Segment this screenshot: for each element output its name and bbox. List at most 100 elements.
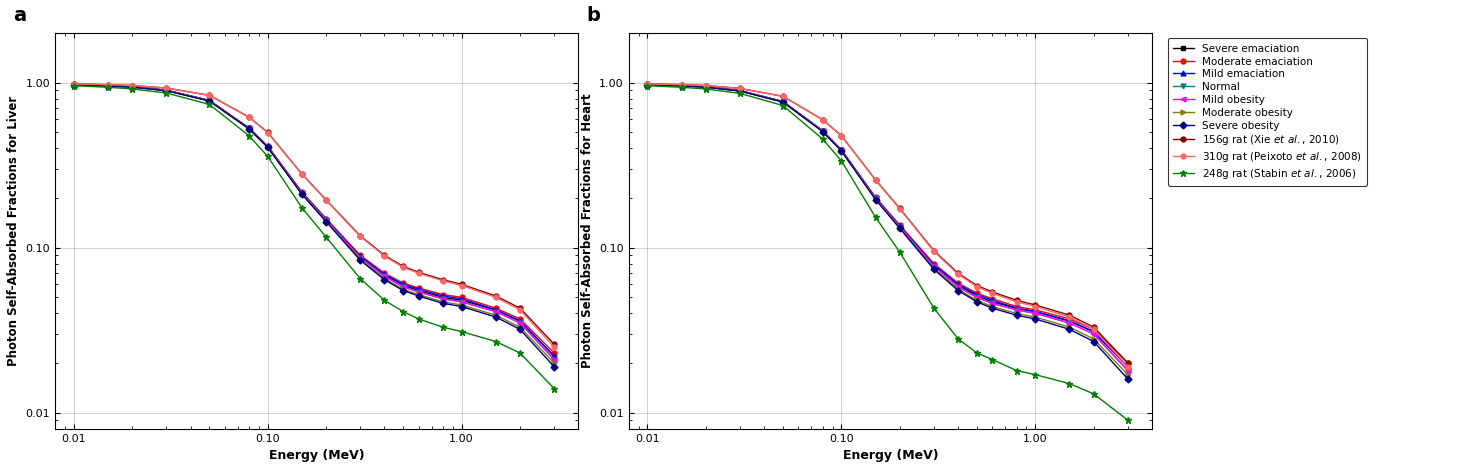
Mild emaciation bbox=[731, 88, 749, 93]
248g rat (Stabin et al., 2006) bbox=[833, 158, 851, 164]
Severe obesity bbox=[1060, 326, 1078, 332]
248g rat (Stabin et al., 2006) bbox=[1007, 368, 1025, 373]
248g rat (Stabin et al., 2006) bbox=[984, 357, 1001, 363]
Moderate emaciation bbox=[774, 98, 792, 104]
Moderate obesity bbox=[814, 129, 832, 134]
310g rat (Peixoto et al., 2008) bbox=[950, 272, 967, 277]
248g rat (Stabin et al., 2006) bbox=[1084, 391, 1102, 397]
156g rat (Xie et al., 2010) bbox=[967, 283, 985, 288]
Moderate emaciation bbox=[967, 290, 985, 296]
Severe emaciation bbox=[1027, 309, 1044, 314]
248g rat (Stabin et al., 2006) bbox=[731, 91, 749, 96]
Normal bbox=[638, 82, 656, 88]
Moderate emaciation bbox=[950, 280, 967, 286]
Normal bbox=[950, 284, 967, 289]
Moderate obesity bbox=[950, 287, 967, 292]
248g rat (Stabin et al., 2006) bbox=[1120, 417, 1137, 423]
Moderate emaciation bbox=[731, 88, 749, 93]
Mild obesity bbox=[967, 295, 985, 300]
Moderate emaciation bbox=[1007, 304, 1025, 310]
310g rat (Peixoto et al., 2008) bbox=[814, 117, 832, 122]
310g rat (Peixoto et al., 2008) bbox=[1007, 299, 1025, 305]
Moderate obesity bbox=[672, 83, 690, 89]
156g rat (Xie et al., 2010) bbox=[984, 289, 1001, 295]
310g rat (Peixoto et al., 2008) bbox=[867, 177, 885, 183]
Moderate obesity bbox=[891, 225, 908, 231]
310g rat (Peixoto et al., 2008) bbox=[967, 284, 985, 289]
Severe emaciation bbox=[1007, 305, 1025, 311]
Severe obesity bbox=[672, 83, 690, 89]
Severe emaciation bbox=[891, 223, 908, 229]
Mild emaciation bbox=[833, 147, 851, 153]
Line: Moderate emaciation: Moderate emaciation bbox=[645, 82, 1130, 365]
Mild obesity bbox=[638, 82, 656, 88]
Mild obesity bbox=[1120, 368, 1137, 373]
Severe emaciation bbox=[867, 195, 885, 201]
156g rat (Xie et al., 2010) bbox=[1084, 325, 1102, 330]
156g rat (Xie et al., 2010) bbox=[950, 271, 967, 276]
310g rat (Peixoto et al., 2008) bbox=[638, 81, 656, 87]
Mild emaciation bbox=[697, 84, 715, 90]
Mild obesity bbox=[774, 99, 792, 105]
248g rat (Stabin et al., 2006) bbox=[1060, 381, 1078, 386]
Severe obesity bbox=[1084, 339, 1102, 344]
Severe emaciation bbox=[967, 293, 985, 299]
156g rat (Xie et al., 2010) bbox=[697, 83, 715, 88]
Severe emaciation bbox=[1060, 318, 1078, 324]
Severe obesity bbox=[1007, 312, 1025, 318]
Moderate obesity bbox=[731, 88, 749, 94]
Moderate obesity bbox=[1060, 325, 1078, 330]
Moderate obesity bbox=[867, 197, 885, 202]
Moderate obesity bbox=[1084, 336, 1102, 342]
Severe obesity bbox=[925, 266, 942, 272]
Line: Normal: Normal bbox=[645, 82, 1130, 373]
Mild obesity bbox=[697, 84, 715, 90]
Mild emaciation bbox=[814, 128, 832, 134]
Mild emaciation bbox=[1060, 318, 1078, 324]
Mild obesity bbox=[950, 284, 967, 289]
Mild emaciation bbox=[950, 281, 967, 287]
Normal bbox=[867, 196, 885, 201]
156g rat (Xie et al., 2010) bbox=[1060, 312, 1078, 318]
Mild emaciation bbox=[891, 223, 908, 228]
Moderate emaciation bbox=[867, 195, 885, 200]
Moderate obesity bbox=[833, 148, 851, 154]
Moderate obesity bbox=[638, 82, 656, 88]
Normal bbox=[731, 88, 749, 94]
Severe emaciation bbox=[814, 128, 832, 134]
Line: 248g rat (Stabin et al., 2006): 248g rat (Stabin et al., 2006) bbox=[644, 82, 1131, 424]
Line: Severe emaciation: Severe emaciation bbox=[645, 82, 1130, 369]
Mild obesity bbox=[1007, 307, 1025, 313]
248g rat (Stabin et al., 2006) bbox=[814, 136, 832, 142]
Severe obesity bbox=[638, 82, 656, 88]
Mild obesity bbox=[1027, 310, 1044, 316]
Mild emaciation bbox=[638, 82, 656, 87]
Mild emaciation bbox=[984, 297, 1001, 303]
Normal bbox=[833, 148, 851, 153]
Y-axis label: Photon Self-Absorbed Fractions for Liver: Photon Self-Absorbed Fractions for Liver bbox=[7, 96, 21, 366]
Mild obesity bbox=[814, 129, 832, 134]
248g rat (Stabin et al., 2006) bbox=[925, 305, 942, 311]
Line: Mild obesity: Mild obesity bbox=[645, 82, 1130, 373]
Mild emaciation bbox=[1120, 364, 1137, 370]
Normal bbox=[697, 84, 715, 90]
X-axis label: Energy (MeV): Energy (MeV) bbox=[269, 449, 365, 462]
Line: 156g rat (Xie et al., 2010): 156g rat (Xie et al., 2010) bbox=[645, 82, 1130, 365]
Mild emaciation bbox=[672, 83, 690, 89]
Moderate obesity bbox=[967, 297, 985, 303]
Normal bbox=[1084, 331, 1102, 337]
Moderate emaciation bbox=[1084, 326, 1102, 332]
Normal bbox=[984, 301, 1001, 306]
156g rat (Xie et al., 2010) bbox=[814, 117, 832, 122]
156g rat (Xie et al., 2010) bbox=[638, 81, 656, 87]
Y-axis label: Photon Self-Absorbed Fractions for Heart: Photon Self-Absorbed Fractions for Heart bbox=[580, 94, 594, 368]
Line: 310g rat (Peixoto et al., 2008): 310g rat (Peixoto et al., 2008) bbox=[645, 82, 1130, 369]
Severe emaciation bbox=[638, 82, 656, 87]
Normal bbox=[1007, 307, 1025, 313]
248g rat (Stabin et al., 2006) bbox=[867, 214, 885, 220]
248g rat (Stabin et al., 2006) bbox=[1027, 372, 1044, 378]
Normal bbox=[774, 99, 792, 105]
Text: b: b bbox=[586, 6, 601, 25]
Mild obesity bbox=[833, 148, 851, 153]
Line: Mild emaciation: Mild emaciation bbox=[645, 82, 1130, 369]
